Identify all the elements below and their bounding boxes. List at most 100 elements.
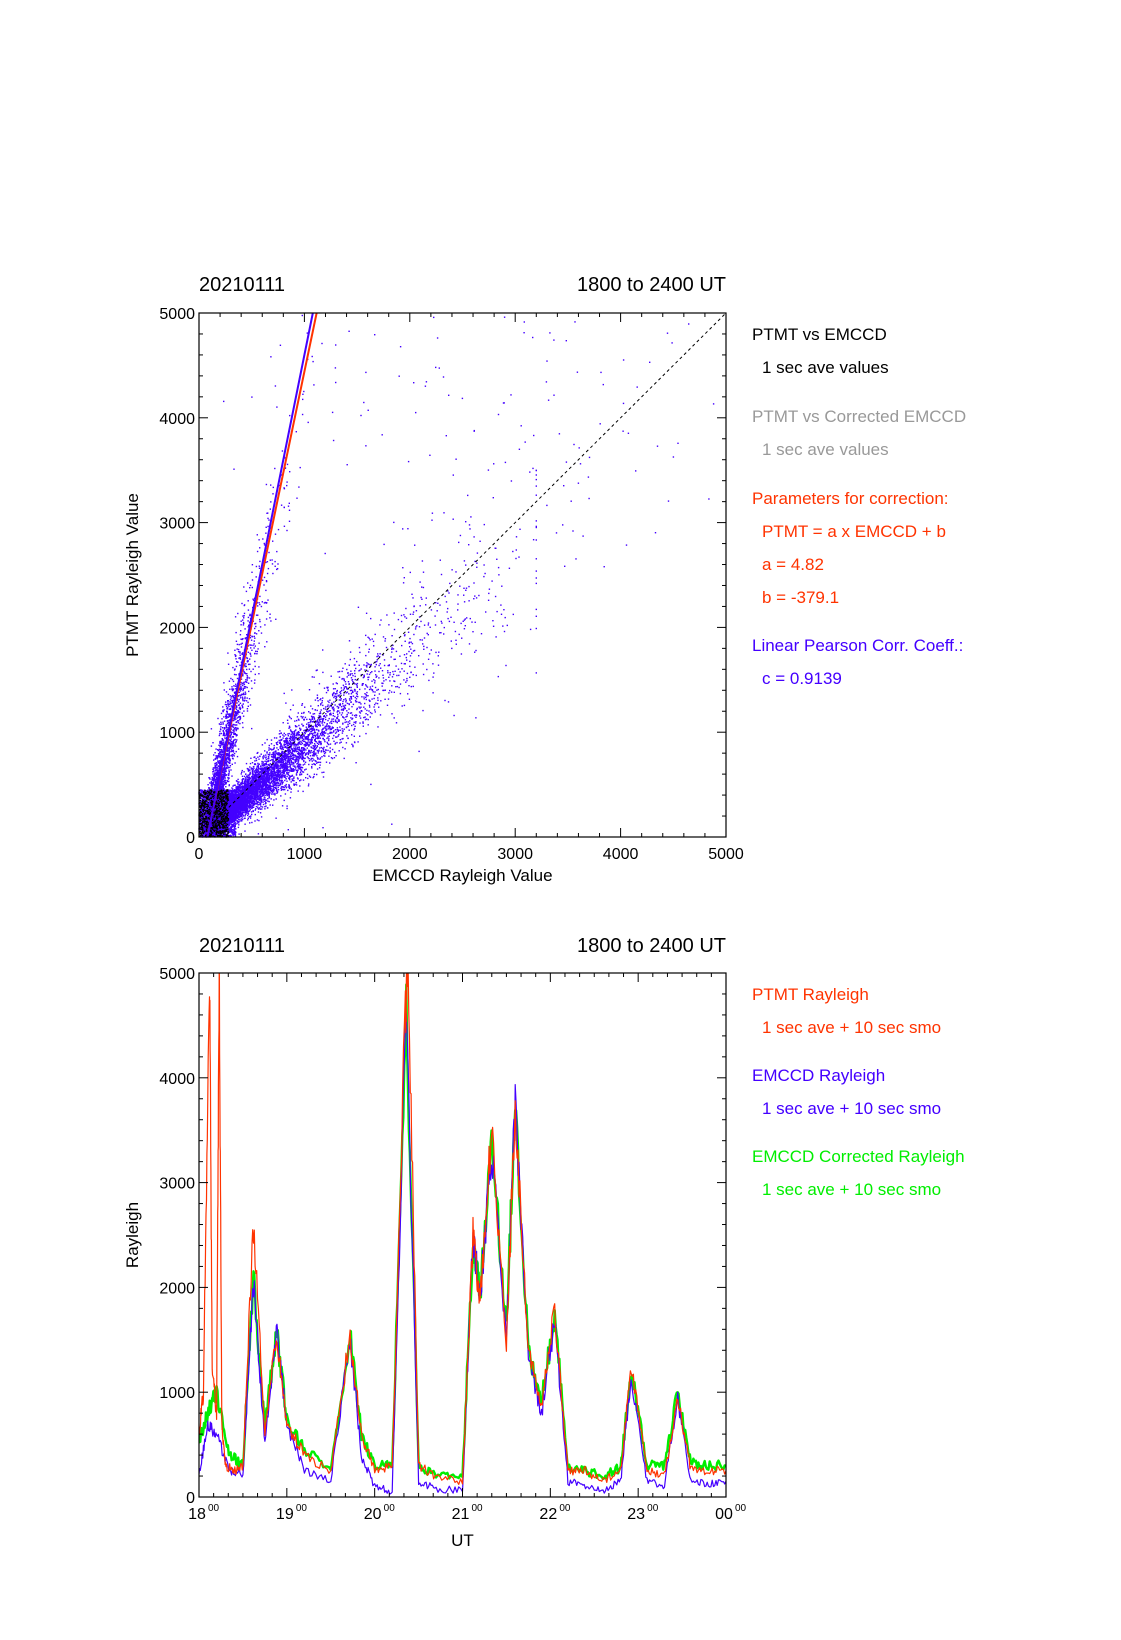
scatter-point <box>255 622 257 625</box>
scatter-point <box>235 745 237 747</box>
scatter-point <box>223 727 226 730</box>
scatter-point <box>269 763 271 765</box>
scatter-point <box>298 731 300 734</box>
scatter-point <box>229 688 231 690</box>
scatter-point <box>332 718 335 720</box>
scatter-point <box>356 691 359 693</box>
scatter-point <box>229 703 231 705</box>
scatter-point <box>277 528 280 531</box>
scatter-point <box>251 586 253 589</box>
scatter-point <box>210 783 212 785</box>
scatter-point <box>276 775 278 778</box>
scatter-point <box>215 769 217 771</box>
scatter-point <box>243 681 245 684</box>
scatter-point <box>335 682 337 684</box>
scatter-point <box>321 342 323 345</box>
scatter-point <box>336 705 338 708</box>
scatter-point <box>239 657 241 659</box>
scatter-point <box>250 680 253 682</box>
scatter-point <box>259 787 261 789</box>
scatter-point <box>264 771 267 774</box>
scatter-point <box>230 724 233 727</box>
scatter-point <box>221 782 223 784</box>
scatter-point <box>229 759 231 761</box>
scatter-point <box>242 692 245 694</box>
scatter-point <box>253 682 256 684</box>
scatter-point <box>311 760 313 762</box>
scatter-point <box>281 450 284 452</box>
scatter-point <box>228 784 230 787</box>
scatter-point <box>291 762 293 764</box>
scatter-point <box>225 701 227 703</box>
scatter-points <box>198 314 715 838</box>
scatter-point <box>231 705 234 707</box>
scatter-point <box>283 506 285 508</box>
scatter-point <box>232 724 234 726</box>
scatter-point <box>232 742 235 744</box>
scatter-point <box>299 755 301 757</box>
scatter-point <box>237 612 239 615</box>
scatter-point <box>234 655 237 658</box>
scatter-point <box>228 719 230 722</box>
scatter-point <box>236 702 238 704</box>
scatter-point <box>227 713 229 715</box>
scatter-point <box>251 649 253 651</box>
scatter-point <box>240 818 243 820</box>
scatter-point <box>245 679 247 681</box>
scatter-point <box>230 750 232 753</box>
scatter-point <box>215 780 217 783</box>
scatter-point <box>354 696 356 699</box>
scatter-point <box>261 806 264 808</box>
scatter-point <box>228 777 230 779</box>
scatter-point <box>219 760 222 762</box>
scatter-point <box>222 783 224 786</box>
scatter-point <box>233 717 235 719</box>
scatter-point <box>232 695 234 698</box>
scatter-point <box>248 624 250 626</box>
scatter-point <box>232 666 234 669</box>
scatter-point <box>235 654 237 657</box>
scatter-point <box>215 748 217 750</box>
scatter-point <box>247 600 249 602</box>
scatter-point <box>214 773 216 775</box>
scatter-point <box>242 697 244 699</box>
scatter-point <box>503 609 505 611</box>
scatter-point <box>240 630 242 632</box>
scatter-point <box>219 786 222 789</box>
scatter-point <box>228 751 231 753</box>
scatter-point <box>241 712 243 714</box>
scatter-point <box>222 730 224 732</box>
scatter-point <box>310 750 313 752</box>
scatter-point <box>243 700 246 702</box>
scatter-point <box>291 778 293 780</box>
scatter-point <box>236 699 239 701</box>
scatter-point <box>258 787 260 789</box>
scatter-point <box>238 704 240 706</box>
scatter-point <box>225 786 227 788</box>
scatter-point <box>249 644 251 646</box>
scatter-point <box>320 703 322 705</box>
scatter-point <box>289 729 292 731</box>
scatter-point <box>264 742 266 744</box>
scatter-point <box>241 696 244 698</box>
scatter-point <box>232 694 234 697</box>
scatter-point <box>239 708 241 711</box>
scatter-point <box>389 674 391 676</box>
scatter-point <box>345 692 347 694</box>
scatter-point <box>272 783 274 785</box>
scatter-point <box>500 604 502 606</box>
scatter-point <box>220 732 223 735</box>
scatter-point <box>268 551 270 554</box>
scatter-point <box>268 785 270 787</box>
scatter-point <box>226 767 228 769</box>
scatter-point <box>240 638 242 640</box>
scatter-point <box>342 667 344 669</box>
scatter-point <box>255 576 257 578</box>
scatter-point <box>412 650 415 652</box>
scatter-point <box>289 414 291 417</box>
scatter-point <box>219 749 221 751</box>
scatter-point <box>217 749 220 752</box>
scatter-point <box>293 784 295 786</box>
scatter-point <box>224 781 227 784</box>
scatter-point <box>219 741 221 744</box>
